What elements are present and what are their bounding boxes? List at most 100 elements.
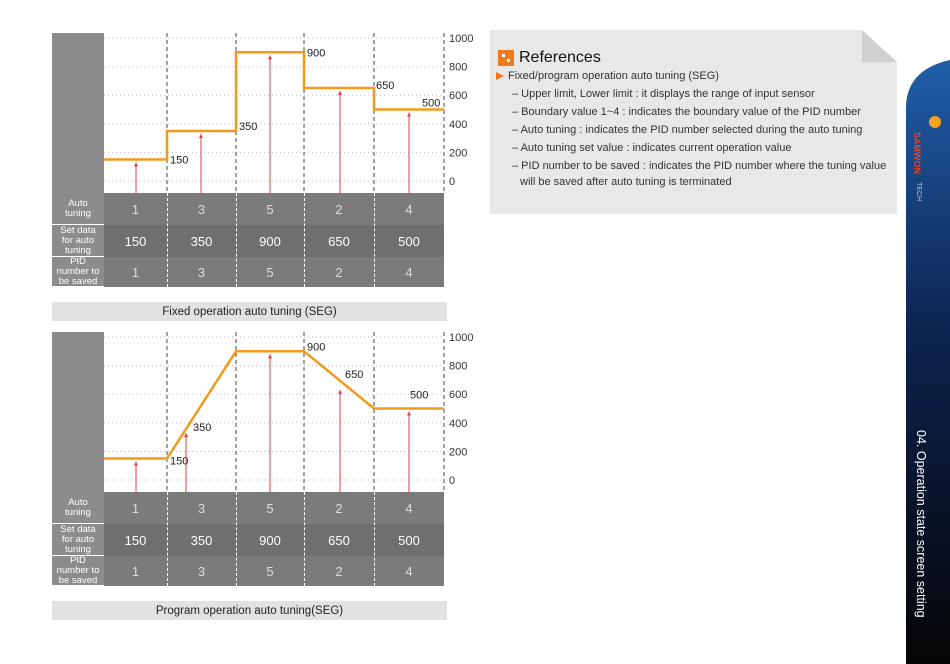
row-cell: 650 <box>328 532 350 548</box>
brand: SAMWON <box>912 132 922 174</box>
value-label: 900 <box>307 47 325 59</box>
reference-item: – Auto tuning set value : indicates curr… <box>512 142 792 154</box>
label-column <box>52 33 104 193</box>
arrow-head <box>199 133 203 138</box>
row-cell: 150 <box>124 532 147 548</box>
reference-title: References <box>519 49 601 66</box>
row-cell: 500 <box>398 233 420 249</box>
row-cell: 3 <box>197 201 206 217</box>
arrow-head <box>268 55 272 60</box>
arrow-head <box>268 354 272 359</box>
arrow-head <box>407 411 411 416</box>
reference-box <box>490 30 897 214</box>
row-cell: 2 <box>335 264 343 280</box>
value-label: 350 <box>239 121 257 133</box>
row-cell: 1 <box>131 201 140 217</box>
value-label: 350 <box>193 422 211 434</box>
row-cell: 4 <box>405 201 413 217</box>
value-label: 500 <box>422 98 440 110</box>
cell-divider <box>374 193 375 287</box>
row-background <box>104 225 444 257</box>
row-cell: 900 <box>259 233 281 249</box>
scale-label: 0 <box>449 475 455 487</box>
value-label: 150 <box>170 456 188 468</box>
scale-label: 800 <box>449 62 467 74</box>
row-header: Auto tuning <box>52 193 104 225</box>
scale-label: 200 <box>449 147 467 159</box>
cell-divider <box>167 492 168 586</box>
side-tab <box>905 60 950 664</box>
caption: Fixed operation auto tuning (SEG) <box>52 302 447 321</box>
arrow-head <box>407 112 411 117</box>
cell-divider <box>236 193 237 287</box>
row-cell: 5 <box>266 264 274 280</box>
caption: Program operation auto tuning(SEG) <box>52 601 447 620</box>
value-label: 650 <box>376 80 394 92</box>
row-header: PID number to be saved <box>52 555 104 586</box>
scale-label: 1000 <box>449 332 473 344</box>
temperature-line <box>104 51 444 161</box>
cell-divider <box>374 492 375 586</box>
cell-divider <box>304 193 305 287</box>
reference-icon <box>498 50 514 66</box>
scale-label: 400 <box>449 418 467 430</box>
cell-divider <box>167 193 168 287</box>
reference-item: – PID number to be saved : indicates the… <box>512 160 887 188</box>
row-cell: 350 <box>190 532 213 548</box>
row-cell: 900 <box>259 532 281 548</box>
cell-divider <box>236 492 237 586</box>
scale-label: 200 <box>449 446 467 458</box>
row-cell: 500 <box>398 532 420 548</box>
row-cell: 5 <box>266 563 274 579</box>
scale-label: 800 <box>449 361 467 373</box>
row-background <box>104 556 444 586</box>
row-cell: 150 <box>124 233 147 249</box>
reference-heading: Fixed/program operation auto tuning (SEG… <box>508 70 719 82</box>
row-cell: 1 <box>131 500 140 516</box>
row-cell: 3 <box>197 563 206 579</box>
arrow-head <box>134 461 138 466</box>
scale-label: 600 <box>449 90 467 102</box>
scale-label: 1000 <box>449 33 473 45</box>
label-column <box>52 332 104 492</box>
reference-item: – Upper limit, Lower limit : it displays… <box>512 88 815 100</box>
scale-label: 0 <box>449 176 455 188</box>
reference-item: – Auto tuning : indicates the PID number… <box>512 124 863 136</box>
logo-dot <box>929 116 941 128</box>
row-cell: 3 <box>197 500 206 516</box>
row-cell: 2 <box>335 563 343 579</box>
value-label: 150 <box>170 155 188 167</box>
folded-corner <box>862 30 897 62</box>
row-cell: 2 <box>335 201 343 217</box>
row-cell: 2 <box>335 500 343 516</box>
row-background <box>104 492 444 524</box>
arrow-head <box>338 390 342 395</box>
row-header: Auto tuning <box>52 492 104 524</box>
row-background <box>104 257 444 287</box>
row-cell: 1 <box>131 563 140 579</box>
row-cell: 650 <box>328 233 350 249</box>
value-label: 900 <box>307 341 325 353</box>
row-header: Set data for auto tuning <box>52 524 104 556</box>
section-title: 04. Operation state screen setting <box>914 430 928 618</box>
row-cell: 4 <box>405 264 413 280</box>
reference-item: – Boundary value 1~4 : indicates the bou… <box>512 106 861 118</box>
row-cell: 4 <box>405 500 413 516</box>
arrow-head <box>134 162 138 167</box>
arrow-head <box>338 91 342 96</box>
row-cell: 5 <box>266 500 274 516</box>
value-label: 500 <box>410 390 428 402</box>
row-background <box>104 193 444 225</box>
row-header: PID number to be saved <box>52 256 104 287</box>
row-cell: 350 <box>190 233 213 249</box>
row-cell: 3 <box>197 264 206 280</box>
row-cell: 4 <box>405 563 413 579</box>
scale-label: 400 <box>449 119 467 131</box>
row-header: Set data for auto tuning <box>52 225 104 257</box>
bullet-arrow <box>496 72 504 80</box>
temperature-line <box>104 350 444 460</box>
brand-sub: TECH <box>915 182 922 202</box>
scale-label: 600 <box>449 389 467 401</box>
row-background <box>104 524 444 556</box>
